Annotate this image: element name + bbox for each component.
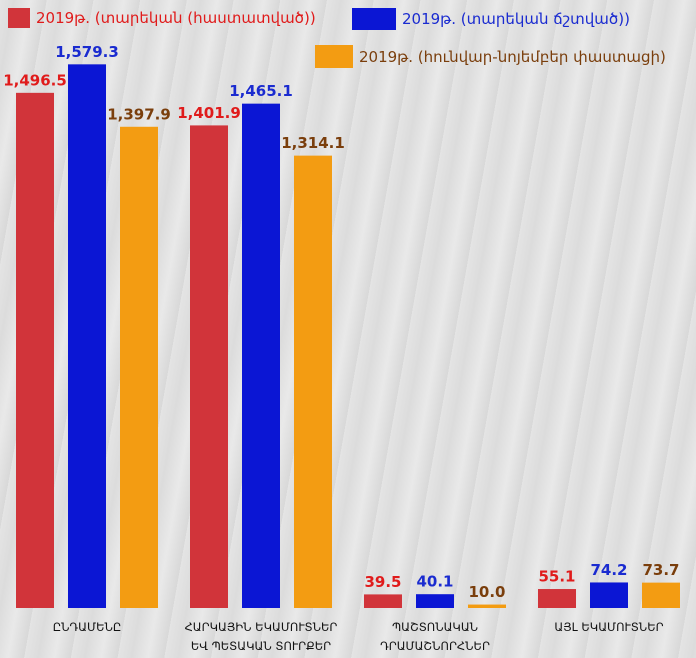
value-label: 55.1	[538, 568, 575, 586]
legend-swatch	[315, 45, 353, 68]
value-label: 39.5	[364, 573, 401, 591]
bar	[590, 582, 628, 608]
value-label: 1,579.3	[55, 43, 119, 61]
legend-swatch	[352, 8, 396, 30]
value-label: 73.7	[642, 561, 679, 579]
x-tick-label: ԸՆԴԱՄԵՆԸ	[52, 620, 122, 634]
bar	[538, 589, 576, 608]
legend-item: 2019թ. (տարեկան ճշտված))	[352, 8, 630, 30]
bar	[68, 64, 106, 608]
value-label: 1,397.9	[107, 105, 171, 123]
bar	[190, 125, 228, 608]
bar	[416, 594, 454, 608]
bar	[642, 582, 680, 608]
legend-item: 2019թ. (տարեկան (հաստատված))	[8, 8, 316, 28]
x-tick-label: ԱՅԼ ԵԿԱՄՈՒՏՆԵՐ	[554, 620, 664, 634]
value-label: 10.0	[468, 583, 505, 601]
value-label: 40.1	[416, 573, 453, 591]
bar	[120, 126, 158, 609]
legend-label: 2019թ. (տարեկան ճշտված))	[402, 10, 630, 28]
value-label: 1,496.5	[3, 71, 67, 89]
value-label: 74.2	[590, 561, 627, 579]
bar	[468, 604, 506, 608]
legend-label: 2019թ. (տարեկան (հաստատված))	[36, 9, 316, 27]
x-tick-label: ՊԱՇՏՈՆԱԿԱՆ ԴՐԱՄԱՇՆՈՐՀՆԵՐ	[380, 620, 490, 653]
bar	[294, 155, 332, 608]
legend-swatch	[8, 8, 30, 28]
bar	[16, 92, 54, 609]
legend-item: 2019թ. (հունվար-նոյեմբեր փաստացի)	[315, 45, 666, 68]
value-label: 1,465.1	[229, 82, 293, 100]
bar	[242, 103, 280, 608]
bar	[364, 594, 402, 608]
value-label: 1,314.1	[281, 134, 345, 152]
x-tick-label: ՀԱՐԿԱՅԻՆ ԵԿԱՄՈՒՏՆԵՐ ԵՎ ՊԵՏԱԿԱՆ ՏՈՒՐՔԵՐ	[184, 620, 338, 653]
value-label: 1,401.9	[177, 104, 241, 122]
legend-label: 2019թ. (հունվար-նոյեմբեր փաստացի)	[359, 47, 666, 66]
